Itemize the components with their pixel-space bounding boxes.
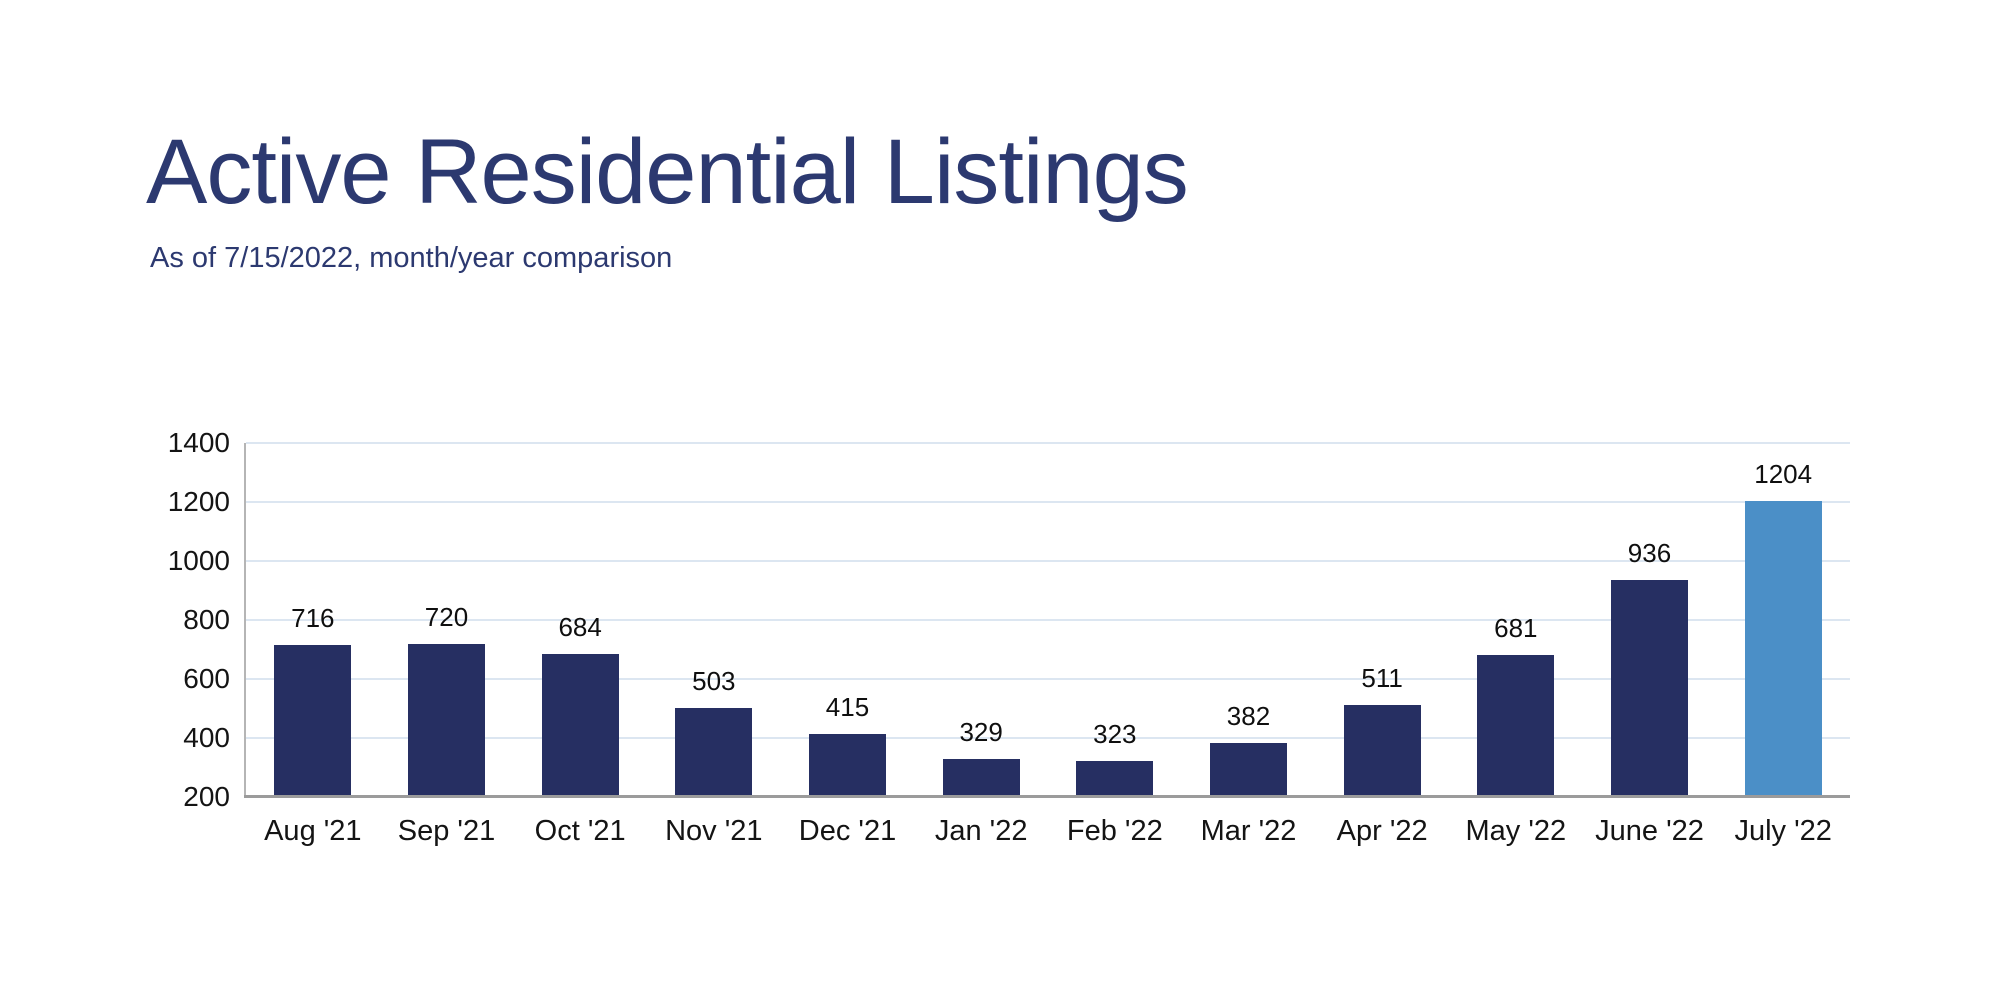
- bar: [1076, 760, 1153, 797]
- gridline: [246, 560, 1850, 562]
- y-tick-label: 400: [183, 722, 230, 753]
- x-tick-label: Dec '21: [798, 815, 897, 847]
- bar-value-label: 936: [1627, 537, 1672, 568]
- bar: [542, 654, 619, 797]
- x-tick-label: Feb '22: [1066, 815, 1163, 847]
- y-tick-label: 1000: [167, 545, 230, 576]
- y-axis-line: [244, 443, 246, 797]
- x-tick-label: Nov '21: [665, 815, 763, 847]
- y-tick-label: 800: [183, 604, 230, 635]
- gridline: [246, 501, 1850, 503]
- bar: [675, 707, 752, 797]
- y-tick-label: 1400: [167, 427, 230, 458]
- bar-value-label: 382: [1226, 701, 1271, 732]
- y-tick-label: 1200: [167, 486, 230, 517]
- gridline: [246, 442, 1850, 444]
- bar-value-label: 684: [558, 612, 602, 643]
- x-tick-label: Sep '21: [397, 815, 496, 847]
- bar-value-label: 329: [959, 716, 1003, 747]
- bar-value-label: 681: [1494, 613, 1538, 644]
- x-tick-label: July '22: [1734, 815, 1832, 847]
- x-tick-label: Jan '22: [934, 815, 1028, 847]
- x-axis-line: [244, 795, 1850, 798]
- bar-value-label: 503: [692, 665, 736, 696]
- gridline: [246, 619, 1850, 621]
- x-tick-label: June '22: [1595, 815, 1704, 847]
- gridline: [246, 678, 1850, 680]
- x-tick-label: Aug '21: [264, 815, 362, 847]
- bar: [809, 733, 886, 797]
- bar: [1745, 500, 1822, 797]
- chart-subtitle: As of 7/15/2022, month/year comparison: [150, 242, 673, 274]
- bar-value-label: 415: [825, 691, 870, 722]
- bar-value-label: 511: [1361, 663, 1403, 694]
- x-tick-label: Apr '22: [1336, 815, 1428, 847]
- bar: [408, 643, 485, 797]
- x-tick-label: May '22: [1465, 815, 1567, 847]
- bar: [1344, 705, 1421, 797]
- x-tick-label: Oct '21: [534, 815, 626, 847]
- bar-value-label: 720: [424, 601, 469, 632]
- gridline: [246, 737, 1850, 739]
- bar: [1611, 579, 1688, 797]
- bar: [943, 758, 1020, 797]
- bar-value-label: 1204: [1754, 458, 1813, 489]
- bar: [274, 644, 351, 797]
- bar-value-label: 716: [291, 602, 335, 633]
- bar-value-label: 323: [1093, 718, 1137, 749]
- bar: [1477, 655, 1554, 797]
- y-tick-label: 600: [183, 663, 230, 694]
- chart-title: Active Residential Listings: [146, 121, 1189, 223]
- y-tick-label: 200: [183, 781, 230, 812]
- bar: [1210, 743, 1287, 797]
- x-tick-label: Mar '22: [1200, 815, 1297, 847]
